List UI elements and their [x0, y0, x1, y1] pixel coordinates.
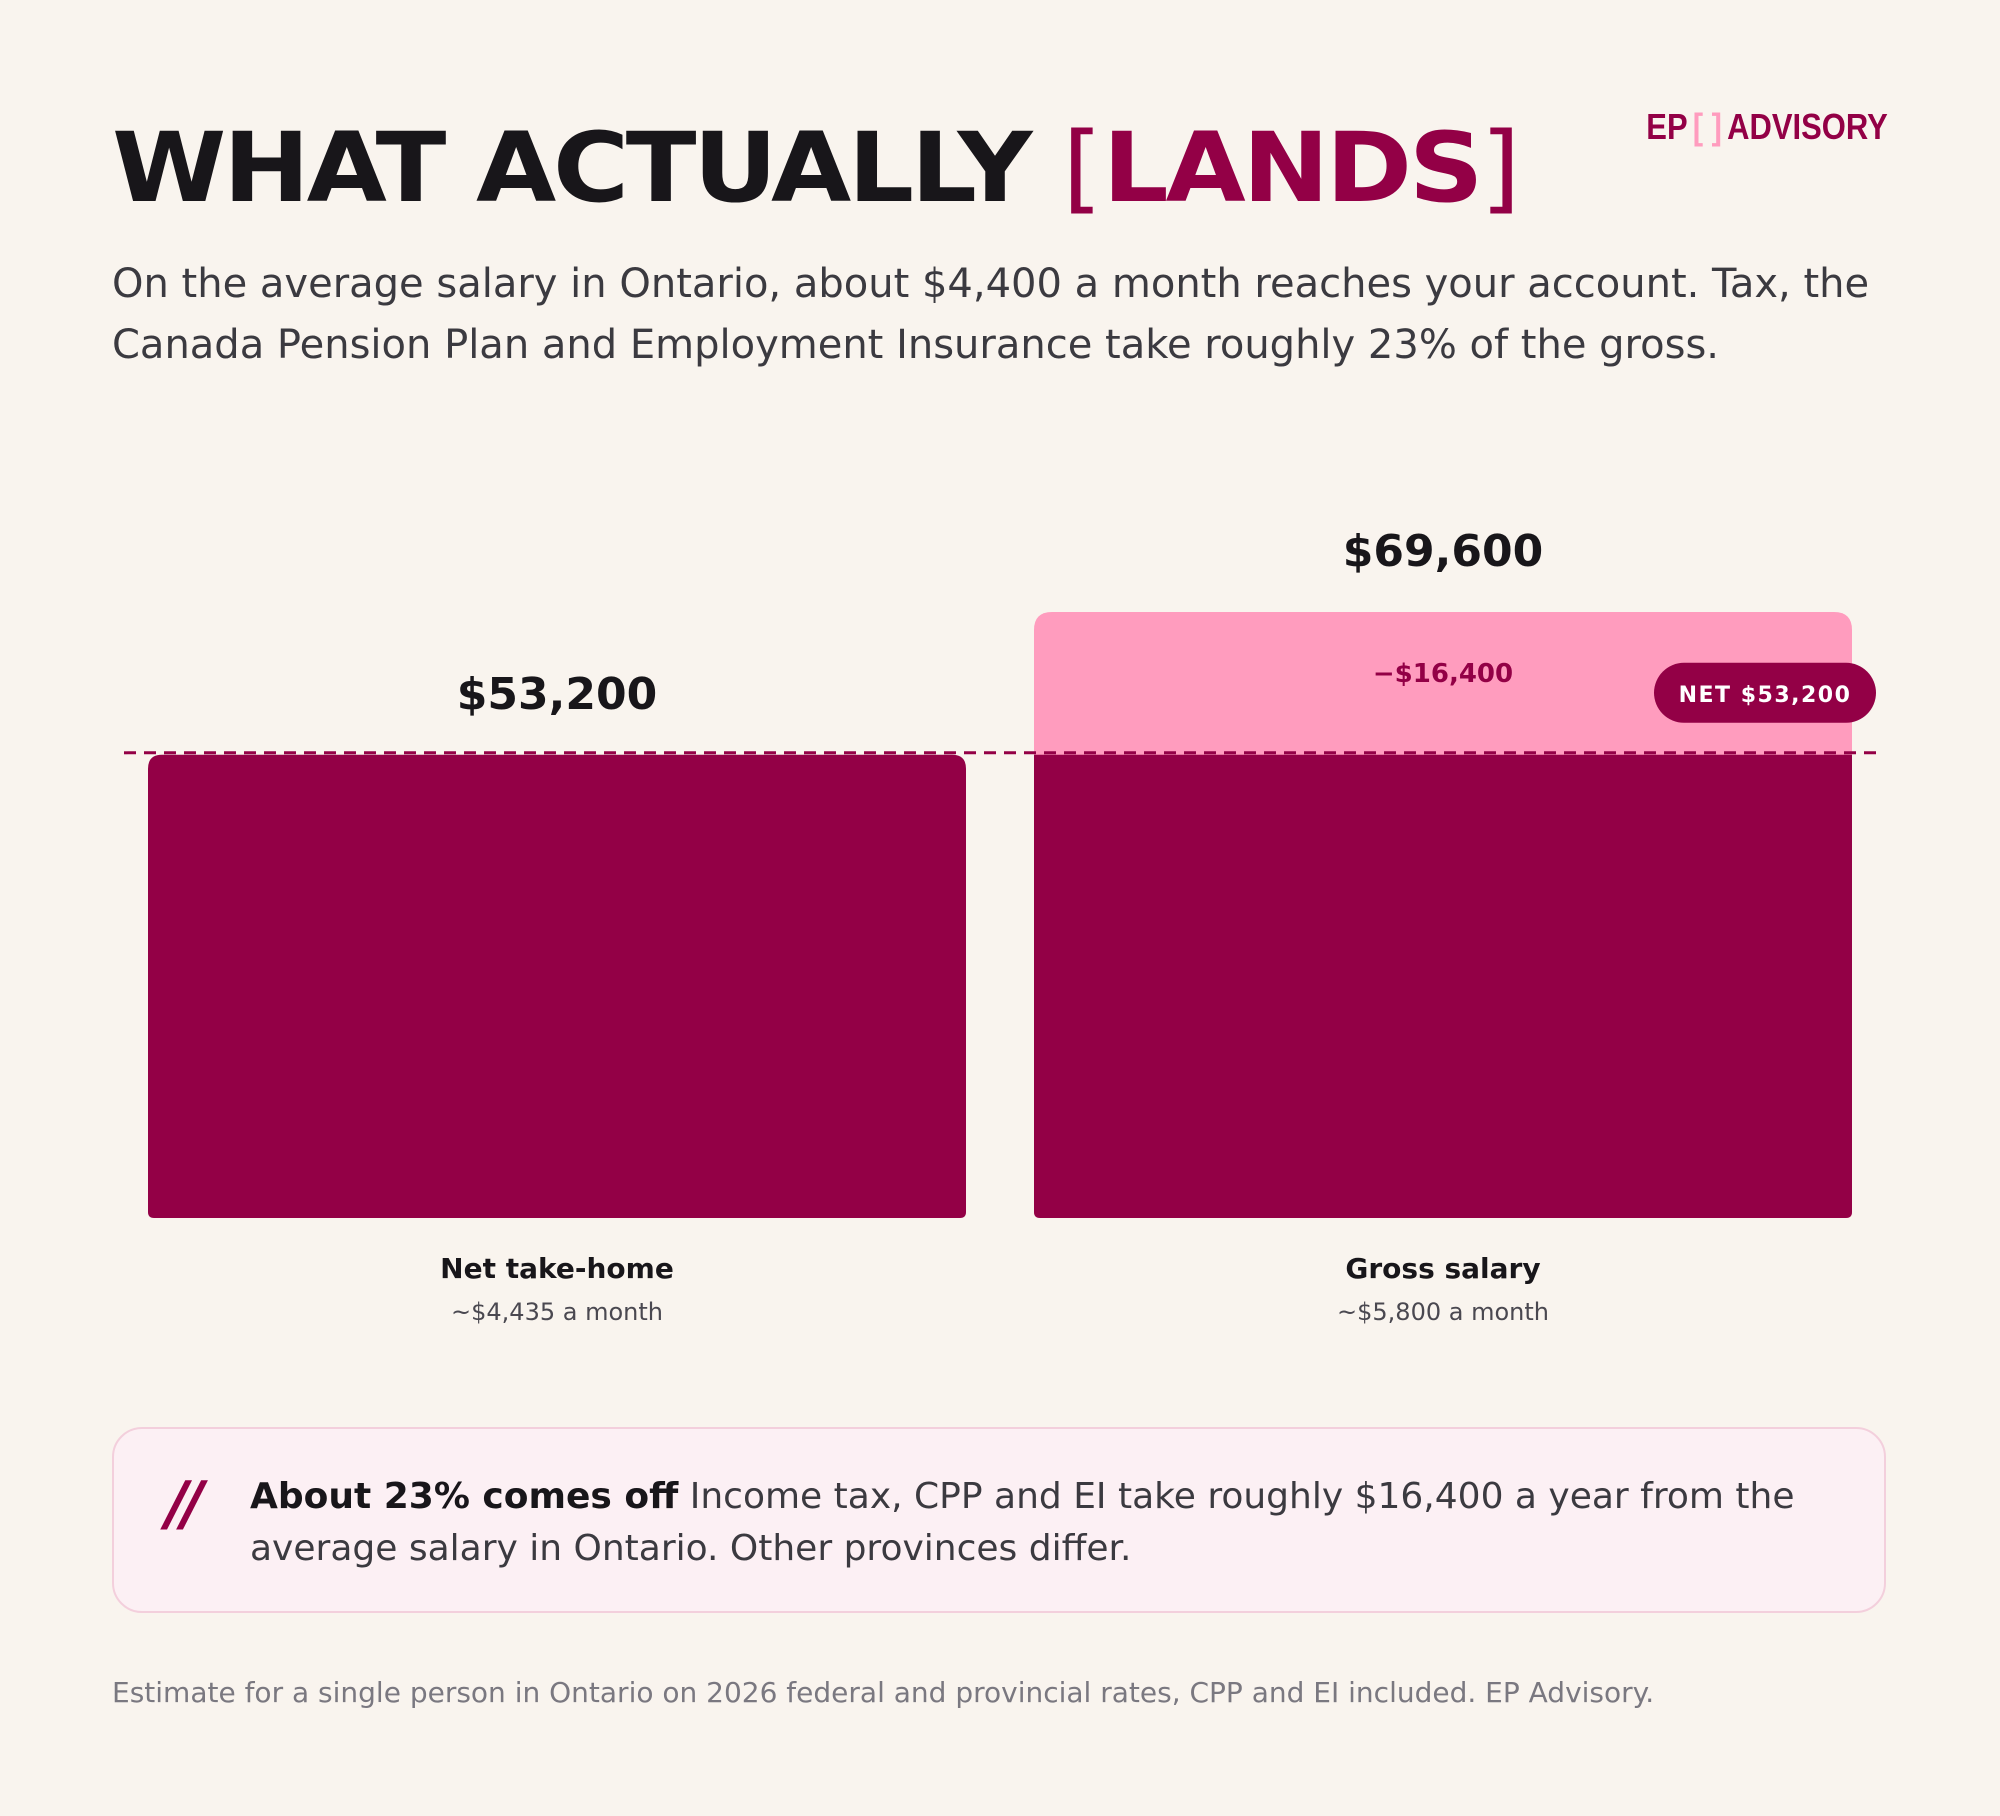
- net-reference-badge: [1654, 662, 1876, 723]
- bar-chart: $53,200 $69,600 −$16,400 NET $53,200: [124, 526, 1876, 1218]
- category-subtitle-net: ~$4,435 a month: [451, 1298, 663, 1326]
- deduction-label: −$16,400: [1373, 659, 1513, 689]
- quote-mark-icon: //: [166, 1469, 204, 1539]
- category-label-gross: Gross salary: [1345, 1252, 1541, 1285]
- brand-logo: EP[ ] ADVISORY: [1647, 106, 1888, 148]
- value-label-gross: $69,600: [1343, 526, 1543, 577]
- callout-lead: About 23% comes off: [250, 1476, 679, 1517]
- bar-gross-net-segment: [1034, 754, 1852, 1218]
- callout-note: // About 23% comes off Income tax, CPP a…: [112, 1427, 1886, 1613]
- value-label-net: $53,200: [457, 669, 657, 720]
- title-bracket-left: [: [1062, 112, 1103, 224]
- callout-text: About 23% comes off Income tax, CPP and …: [250, 1471, 1840, 1575]
- title-main: WHAT ACTUALLY: [112, 112, 1033, 224]
- bar-net-take-home: [148, 754, 966, 1218]
- callout-body: Income tax, CPP and EI take roughly $16,…: [250, 1476, 1795, 1569]
- category-subtitle-gross: ~$5,800 a month: [1337, 1298, 1549, 1326]
- brand-logo-left: EP: [1646, 106, 1688, 147]
- brand-logo-bracket: [ ]: [1693, 106, 1723, 147]
- footnote: Estimate for a single person in Ontario …: [112, 1676, 1655, 1709]
- category-label-net: Net take-home: [440, 1252, 674, 1285]
- brand-logo-right: ADVISORY: [1727, 106, 1888, 147]
- subtitle: On the average salary in Ontario, about …: [112, 261, 1870, 368]
- page-title: WHAT ACTUALLY [LANDS]: [112, 108, 1521, 228]
- title-accent: LANDS: [1102, 112, 1484, 224]
- title-bracket-right: ]: [1480, 112, 1521, 224]
- net-reference-badge-label: NET $53,200: [1679, 683, 1852, 708]
